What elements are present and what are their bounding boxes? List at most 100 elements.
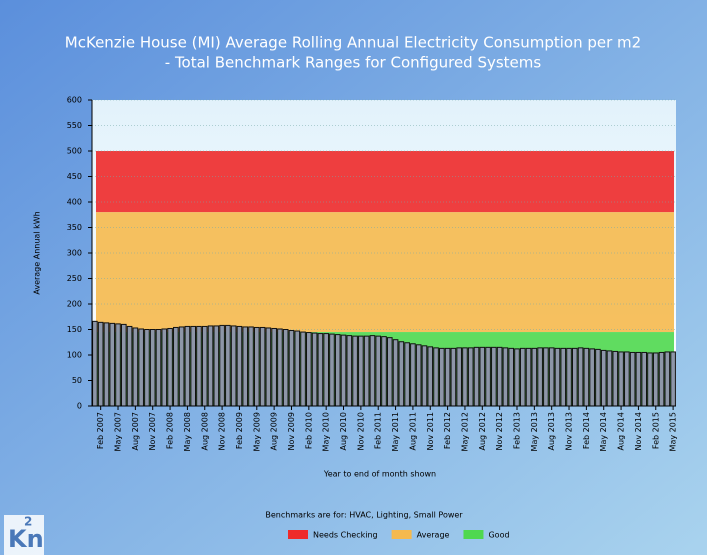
bar xyxy=(201,325,208,407)
x-tick-label: Feb 2010 xyxy=(304,412,313,449)
x-tick-label: May 2009 xyxy=(252,412,261,451)
bar xyxy=(300,331,306,407)
bar xyxy=(612,350,619,407)
bar xyxy=(670,351,676,407)
y-tick-label: 250 xyxy=(67,274,82,283)
x-tick-label: Nov 2012 xyxy=(495,412,504,451)
bar xyxy=(230,325,237,407)
bar xyxy=(242,326,249,407)
x-tick-label: May 2013 xyxy=(530,412,539,451)
x-tick-label: Feb 2011 xyxy=(374,412,383,449)
legend-swatch xyxy=(288,530,308,539)
bar xyxy=(120,323,127,407)
benchmark-band xyxy=(96,151,674,213)
x-tick-label: Nov 2008 xyxy=(218,412,227,451)
bar xyxy=(433,347,439,407)
bar xyxy=(624,351,630,407)
bar xyxy=(548,347,555,407)
bar xyxy=(618,351,624,407)
bar xyxy=(658,351,665,407)
bar xyxy=(115,323,121,407)
x-tick-label: Aug 2013 xyxy=(547,412,556,451)
bar xyxy=(225,324,231,407)
bar xyxy=(352,335,358,407)
bar xyxy=(265,327,272,407)
bar xyxy=(589,348,595,407)
bar xyxy=(664,351,671,407)
bar xyxy=(427,346,434,407)
bar xyxy=(248,326,254,407)
bar xyxy=(554,347,561,407)
bar xyxy=(340,334,347,407)
legend-swatch xyxy=(463,530,484,539)
y-tick-label: 150 xyxy=(67,325,82,334)
chart-subtitle: - Total Benchmark Ranges for Configured … xyxy=(165,54,542,72)
bar xyxy=(323,333,329,407)
x-tick-label: Aug 2014 xyxy=(617,412,626,451)
bar xyxy=(167,327,173,407)
bar xyxy=(560,347,567,407)
bar xyxy=(219,324,225,407)
legend-label: Needs Checking xyxy=(313,531,378,540)
bar xyxy=(491,346,497,407)
x-tick-label: Aug 2007 xyxy=(131,412,140,451)
logo-box xyxy=(4,515,44,555)
x-tick-label: Feb 2013 xyxy=(512,412,521,449)
bar xyxy=(178,326,185,407)
x-tick-label: Feb 2015 xyxy=(651,412,660,449)
x-axis-label: Year to end of month shown xyxy=(323,470,436,479)
bar xyxy=(196,325,202,407)
x-tick-label: May 2012 xyxy=(460,412,469,451)
y-tick-label: 300 xyxy=(67,249,82,258)
bar xyxy=(190,325,197,407)
bar xyxy=(595,348,601,407)
bar xyxy=(369,335,376,407)
x-tick-label: Feb 2008 xyxy=(166,412,175,449)
bar xyxy=(253,326,260,407)
x-tick-label: Aug 2011 xyxy=(408,412,417,451)
y-tick-label: 400 xyxy=(67,198,82,207)
x-tick-label: May 2007 xyxy=(114,412,123,451)
bar xyxy=(236,325,243,407)
bar xyxy=(462,347,468,407)
x-tick-label: Nov 2013 xyxy=(565,412,574,451)
bar xyxy=(404,342,410,407)
bar xyxy=(606,350,613,407)
bar xyxy=(467,347,474,407)
bar xyxy=(531,347,538,407)
bar xyxy=(392,339,399,407)
logo: Kn xyxy=(8,525,44,553)
bar xyxy=(410,343,416,407)
bar xyxy=(635,351,642,407)
bar xyxy=(161,328,168,407)
bar xyxy=(294,330,301,407)
y-tick-label: 200 xyxy=(67,300,82,309)
bar xyxy=(375,335,382,407)
bar xyxy=(271,327,277,407)
bar xyxy=(358,335,364,407)
bar xyxy=(97,321,104,407)
bar xyxy=(126,325,133,407)
bar xyxy=(519,347,526,407)
bar xyxy=(363,335,370,407)
bar xyxy=(415,344,422,407)
x-tick-label: Aug 2008 xyxy=(200,412,209,451)
bar xyxy=(213,325,220,407)
bar xyxy=(479,346,486,407)
bar xyxy=(306,332,312,407)
legend-label: Good xyxy=(488,531,509,540)
bar xyxy=(398,341,405,407)
x-tick-label: May 2008 xyxy=(183,412,192,451)
bar xyxy=(288,330,295,407)
bar xyxy=(317,333,324,407)
x-tick-label: Aug 2010 xyxy=(339,412,348,451)
bar xyxy=(92,320,98,407)
y-tick-label: 0 xyxy=(77,402,82,411)
y-tick-label: 50 xyxy=(72,376,82,385)
bar xyxy=(132,327,139,407)
bar xyxy=(311,332,318,407)
x-tick-label: Nov 2014 xyxy=(634,412,643,451)
bar xyxy=(571,347,578,407)
x-tick-label: May 2011 xyxy=(391,412,400,451)
